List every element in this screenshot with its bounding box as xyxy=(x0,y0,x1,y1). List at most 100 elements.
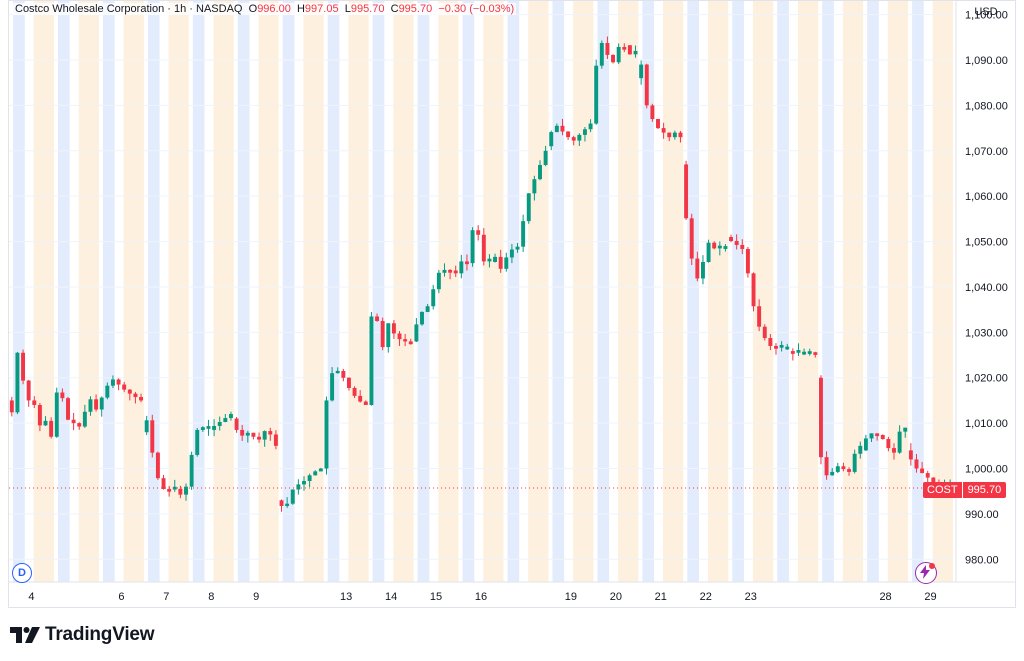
candle-body xyxy=(397,333,402,340)
candle-body xyxy=(49,420,54,437)
afterhours-band xyxy=(348,1,369,582)
candle-body xyxy=(380,321,385,348)
tradingview-logo[interactable]: TradingView xyxy=(10,624,155,646)
premarket-band xyxy=(912,1,924,582)
candle-body xyxy=(487,258,492,262)
candle-body xyxy=(408,341,413,345)
candle-body xyxy=(251,432,256,437)
candle-body xyxy=(734,241,739,245)
candle-body xyxy=(436,272,441,290)
candle-body xyxy=(133,393,138,398)
candle-body xyxy=(459,261,464,274)
afterhours-band xyxy=(303,1,324,582)
candle-body xyxy=(414,324,419,342)
candle-body xyxy=(667,132,672,138)
candle-body xyxy=(223,418,228,422)
candle-body xyxy=(807,351,812,354)
candle-body xyxy=(644,64,649,106)
time-tick-label: 8 xyxy=(208,591,214,603)
afterhours-band xyxy=(213,1,234,582)
premarket-band xyxy=(552,1,565,582)
candle-body xyxy=(453,270,458,274)
candle-body xyxy=(762,326,767,339)
candle-body xyxy=(689,218,694,259)
premarket-band xyxy=(192,1,205,582)
candle-body xyxy=(897,431,902,453)
candle-body xyxy=(914,459,919,469)
candle-body xyxy=(94,399,99,410)
candle-body xyxy=(375,316,380,322)
candle-body xyxy=(875,433,880,437)
candle-body xyxy=(599,42,604,66)
candle-body xyxy=(538,164,542,180)
candle-body xyxy=(110,379,115,386)
candle-body xyxy=(852,453,857,472)
candle-body xyxy=(661,128,666,133)
candle-body xyxy=(363,401,368,405)
candle-body xyxy=(566,131,571,138)
price-tick-label: 1,100.00 xyxy=(965,10,1008,22)
candle-body xyxy=(77,423,82,427)
candle-body xyxy=(144,420,149,433)
candle-body xyxy=(627,45,632,55)
premarket-band xyxy=(102,1,115,582)
price-tick-label: 980.00 xyxy=(965,554,999,566)
price-tick-label: 1,050.00 xyxy=(965,237,1008,249)
candle-body xyxy=(195,429,200,455)
price-tick-label: 1,080.00 xyxy=(965,100,1008,112)
afterhours-band xyxy=(393,1,414,582)
time-tick-label: 7 xyxy=(163,591,169,603)
candle-body xyxy=(279,500,284,506)
candle-body xyxy=(442,269,447,273)
time-axis: 4 6 7 8 9 13 14 15 16 19 20 21 22 23 28 29 xyxy=(9,581,1015,603)
time-tick-label: 28 xyxy=(879,591,891,603)
premarket-band xyxy=(372,1,385,582)
candle-body xyxy=(504,257,509,269)
candle-body xyxy=(678,132,683,138)
candle-body xyxy=(717,245,722,249)
currency-selector[interactable]: USD xyxy=(974,6,998,18)
candle-body xyxy=(611,54,616,63)
premarket-band xyxy=(642,1,655,582)
candle-body xyxy=(330,373,335,401)
open-value: 996.00 xyxy=(257,3,291,15)
candle-body xyxy=(240,429,245,436)
candle-body xyxy=(920,468,925,474)
open-label: O xyxy=(248,3,258,15)
chart-area[interactable] xyxy=(8,0,1016,608)
candle-body xyxy=(335,370,340,374)
candle-body xyxy=(841,466,846,470)
candle-body xyxy=(341,370,346,378)
time-tick-label: 21 xyxy=(655,591,667,603)
premarket-band xyxy=(13,1,25,582)
candle-body xyxy=(476,230,481,235)
candle-body xyxy=(352,387,357,396)
symbol-interval: 1h xyxy=(173,3,187,15)
candle-body xyxy=(892,448,896,453)
candle-body xyxy=(863,438,868,451)
symbol-exchange: NASDAQ xyxy=(196,3,243,15)
premarket-band xyxy=(822,1,834,582)
candle-body xyxy=(122,384,127,390)
change-value: −0.30 (−0.03%) xyxy=(438,3,515,15)
dividend-badge[interactable]: D xyxy=(12,563,32,583)
candle-body xyxy=(178,488,183,495)
candle-body xyxy=(99,397,104,410)
candle-body xyxy=(835,466,840,472)
price-tick-label: 1,070.00 xyxy=(965,146,1008,158)
candle-body xyxy=(273,434,278,446)
candle-body xyxy=(824,457,829,476)
candle-body xyxy=(189,454,194,487)
candle-body xyxy=(431,289,436,307)
time-tick-label: 23 xyxy=(745,591,757,603)
candle-body xyxy=(82,411,87,427)
time-tick-label: 22 xyxy=(700,591,712,603)
high-label: H xyxy=(296,3,305,15)
price-tick-label: 1,010.00 xyxy=(965,418,1008,430)
candle-body xyxy=(9,400,14,413)
price-chart[interactable]: 1,100.00 1,090.00 1,080.00 1,070.00 1,060.00… xyxy=(0,0,1024,608)
symbol-legend[interactable]: Costco Wholesale Corporation · 1h · NASD… xyxy=(13,3,517,15)
candle-body xyxy=(790,351,795,354)
candles xyxy=(9,36,953,512)
candle-body xyxy=(650,105,655,120)
